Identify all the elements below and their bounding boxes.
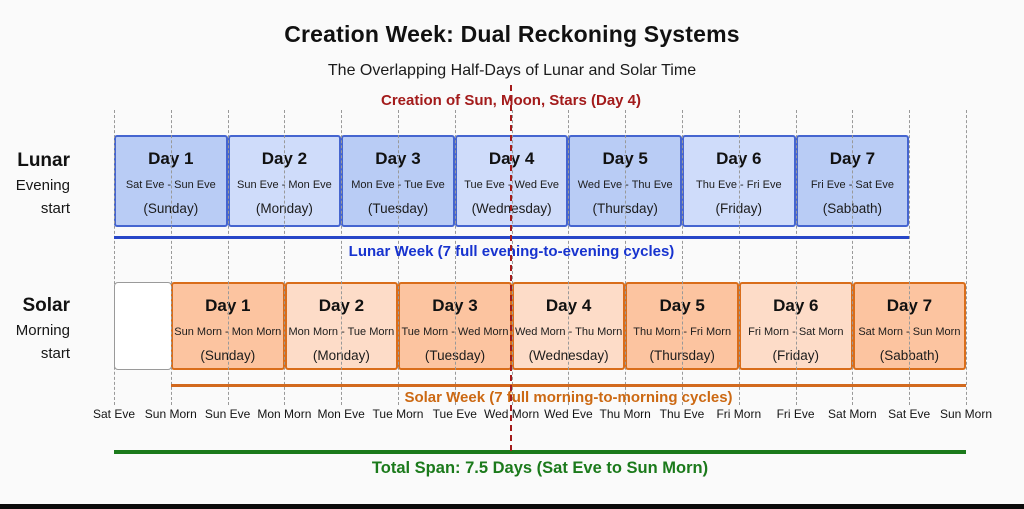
gridline	[341, 110, 343, 405]
lunar-row-title: Lunar	[17, 150, 70, 171]
lunar-day-title-3: Day 3	[375, 149, 421, 168]
x-tick-label: Thu Morn	[599, 407, 651, 421]
x-tick-label: Sun Eve	[204, 407, 251, 421]
gridline	[795, 110, 797, 405]
gridline	[682, 110, 683, 405]
x-tick-label: Mon Eve	[317, 407, 365, 421]
solar-row-label: Solar Morning start	[0, 295, 70, 363]
lunar-day-range-7: Fri Eve - Sat Eve	[810, 179, 894, 191]
lunar-day-range-1: Sat Eve - Sun Eve	[125, 179, 216, 191]
x-tick-label: Sun Morn	[939, 407, 993, 421]
page-title: Creation Week: Dual Reckoning Systems	[284, 21, 740, 47]
total-span-line	[114, 450, 966, 454]
solar-row-sublabel-2: start	[40, 345, 70, 362]
lunar-row-sublabel-1: Evening	[15, 177, 70, 194]
x-tick-label: Sun Morn	[144, 407, 197, 421]
x-tick-label: Thu Eve	[659, 407, 705, 421]
lunar-row-sublabel-2: start	[40, 200, 70, 217]
lunar-day-box-3: Day 3 Mon Eve - Tue Eve (Tuesday)	[341, 135, 455, 227]
gridline	[568, 110, 570, 405]
gridline	[852, 110, 854, 405]
gridline	[625, 110, 627, 405]
solar-leading-half-day-empty-box	[114, 282, 172, 370]
solar-row-title: Solar	[22, 295, 70, 316]
bottom-border-bar	[0, 504, 1024, 509]
gridline	[284, 110, 286, 405]
solar-row-sublabel-1: Morning	[15, 322, 70, 339]
x-tick-label: Wed Eve	[544, 407, 593, 421]
lunar-day-name-7: (Sabbath)	[822, 201, 883, 216]
gridline	[398, 110, 399, 405]
x-tick-label: Fri Morn	[716, 407, 762, 421]
solar-week-span-label: Solar Week (7 full morning-to-morning cy…	[404, 389, 733, 406]
x-tick-label: Sat Eve	[92, 407, 136, 421]
x-tick-label: Tue Eve	[432, 407, 477, 421]
lunar-day-name-3: (Tuesday)	[367, 201, 429, 216]
x-tick-label: Sat Morn	[828, 407, 877, 421]
x-tick-label: Fri Eve	[776, 407, 815, 421]
lunar-row-label: Lunar Evening start	[0, 150, 70, 218]
creation-day4-dashed-line	[510, 85, 512, 451]
x-tick-label: Mon Morn	[257, 407, 312, 421]
lunar-day-range-5: Wed Eve - Thu Eve	[577, 179, 673, 191]
total-span-label: Total Span: 7.5 Days (Sat Eve to Sun Mor…	[371, 459, 709, 477]
gridline	[454, 110, 456, 405]
gridline	[909, 110, 911, 405]
solar-week-span-line	[171, 384, 966, 387]
page-subtitle: The Overlapping Half-Days of Lunar and S…	[327, 62, 697, 79]
gridline	[114, 110, 115, 405]
gridline	[966, 110, 967, 405]
gridline	[170, 110, 172, 405]
x-tick-label: Tue Morn	[372, 407, 424, 421]
lunar-day-range-6: Thu Eve - Fri Eve	[696, 179, 782, 191]
x-tick-label: Sat Eve	[888, 407, 931, 421]
creation-event-label: Creation of Sun, Moon, Stars (Day 4)	[380, 92, 642, 109]
lunar-day-range-3: Mon Eve - Tue Eve	[351, 179, 445, 191]
gridline	[227, 110, 229, 405]
gridline	[511, 110, 513, 405]
gridline	[738, 110, 740, 405]
lunar-day-name-5: (Thursday)	[592, 201, 658, 216]
